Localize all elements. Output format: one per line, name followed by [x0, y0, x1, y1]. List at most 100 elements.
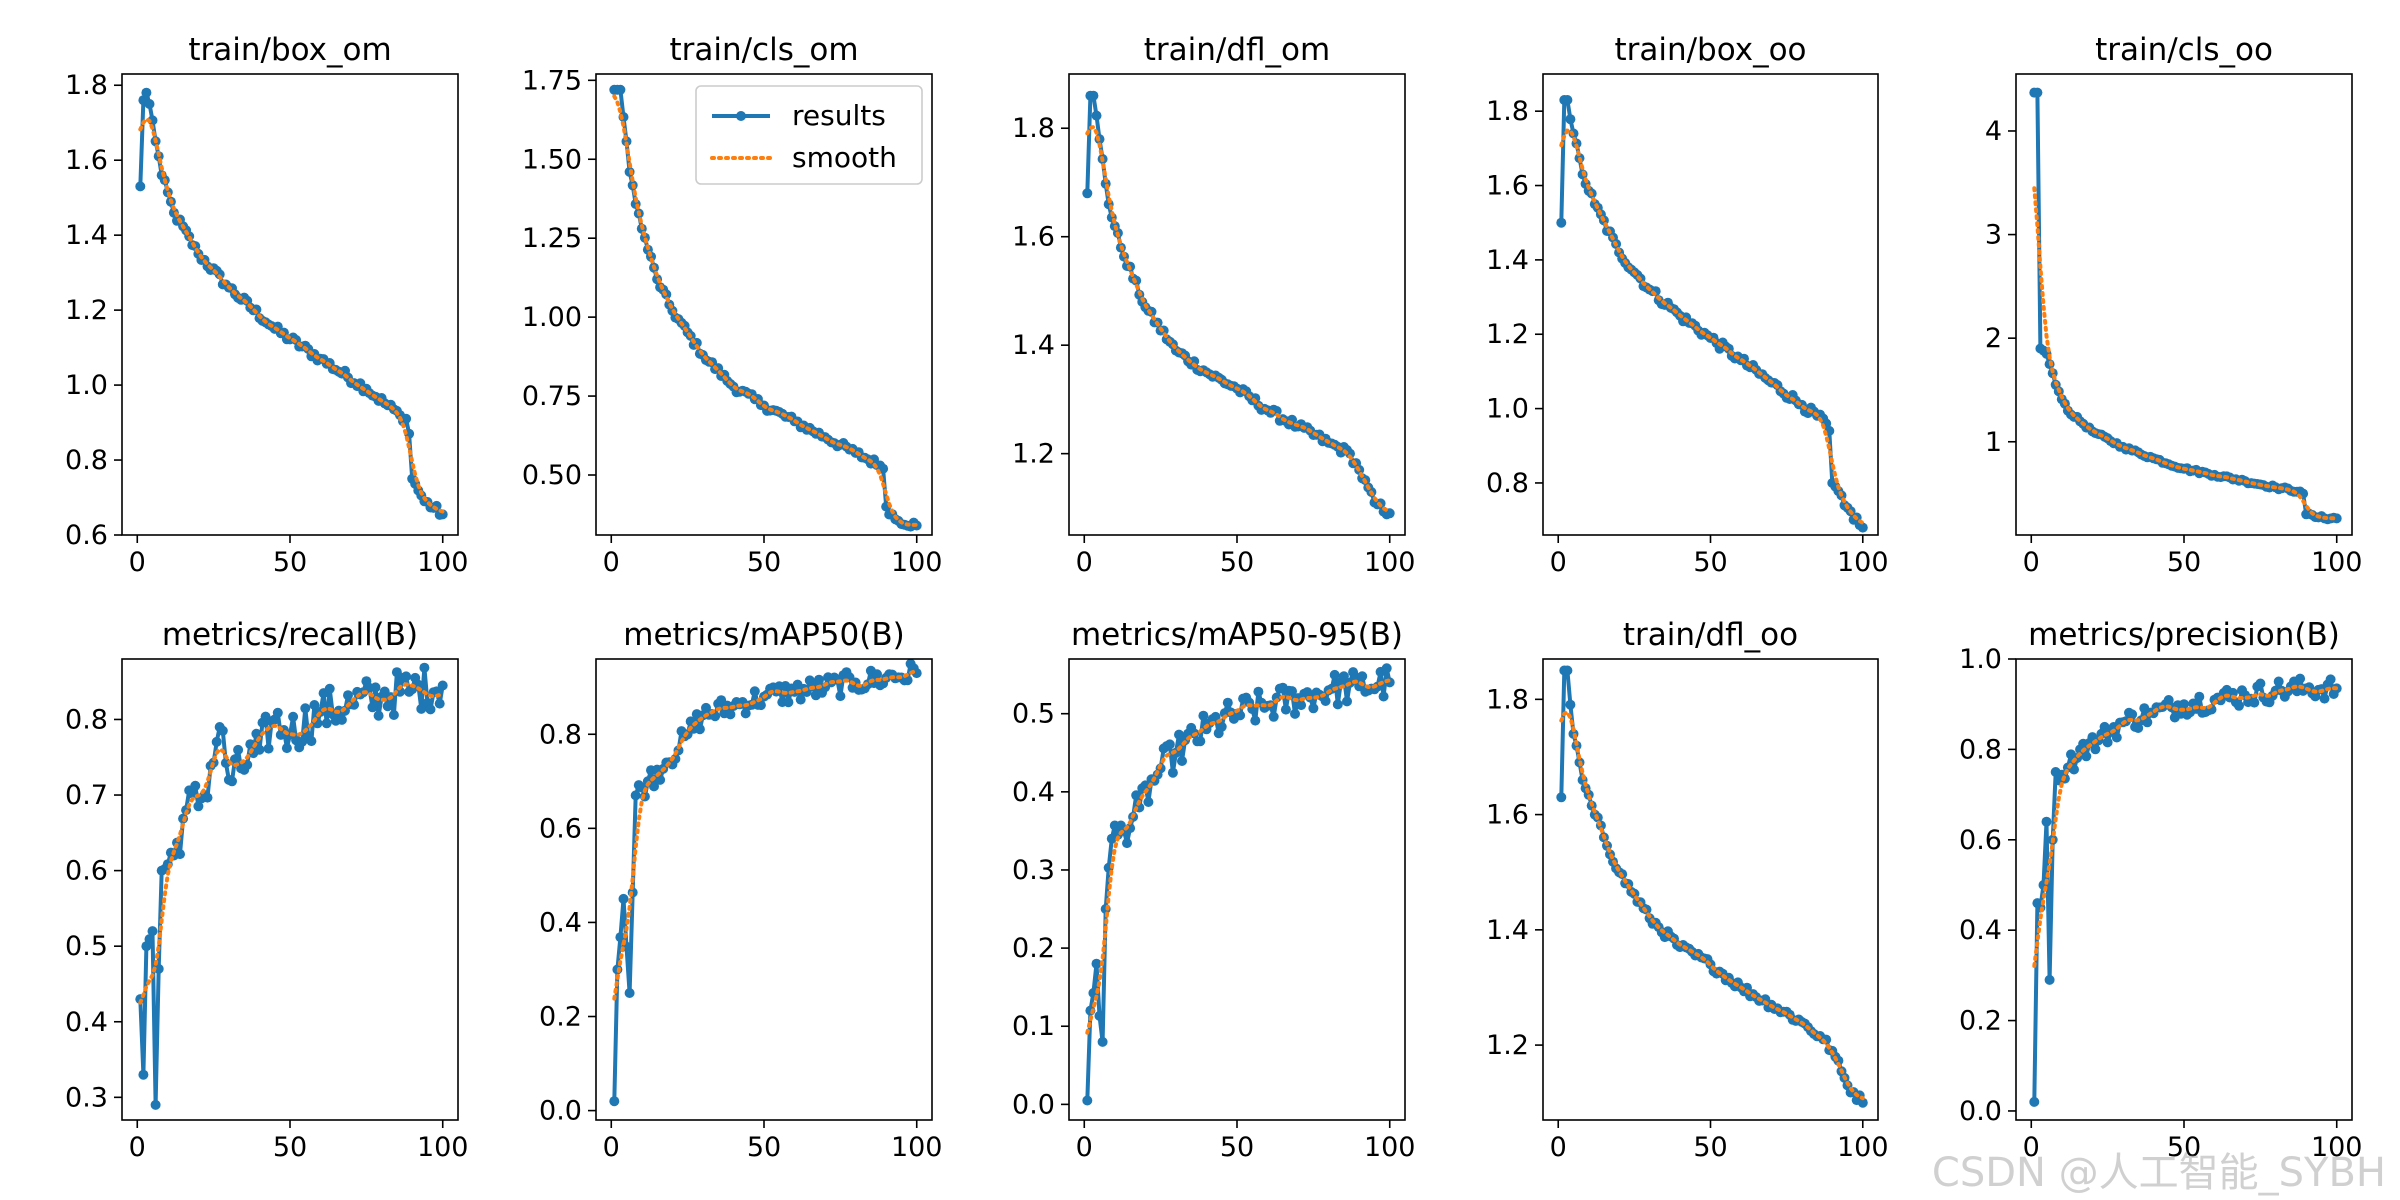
results-point: [878, 463, 889, 474]
results-point: [202, 792, 213, 803]
panel-title: metrics/mAP50-95(B): [1071, 617, 1403, 653]
x-tick-label: 50: [2167, 1132, 2201, 1163]
results-point: [2029, 1096, 2040, 1107]
results-point: [615, 932, 626, 943]
y-tick-label: 1.75: [522, 65, 582, 96]
results-point: [343, 690, 353, 701]
results-point: [725, 709, 736, 720]
results-point: [2041, 816, 2052, 827]
y-tick-label: 1.8: [1486, 96, 1529, 127]
y-tick-label: 0.3: [1012, 855, 1055, 886]
results-point: [370, 682, 381, 693]
results-point: [1329, 669, 1340, 680]
results-point: [2234, 700, 2244, 711]
panel-title: train/cls_oo: [2095, 32, 2273, 68]
y-tick-label: 0.2: [1012, 933, 1055, 964]
y-tick-label: 1.2: [1486, 1030, 1529, 1061]
y-tick-label: 4: [1985, 116, 2002, 147]
x-tick-label: 0: [603, 547, 620, 578]
results-point: [1338, 671, 1349, 682]
results-point: [2133, 723, 2144, 733]
results-point: [187, 788, 198, 799]
x-tick-label: 100: [417, 547, 469, 578]
results-point: [1091, 958, 1102, 969]
x-tick-label: 50: [1693, 547, 1727, 578]
y-tick-label: 3: [1985, 220, 2002, 251]
results-point: [1122, 838, 1132, 849]
results-point: [2194, 691, 2205, 702]
results-point: [1287, 686, 1297, 697]
results-point: [2325, 674, 2336, 685]
results-point: [306, 736, 317, 747]
smooth-line: [2032, 186, 2339, 521]
x-tick-label: 50: [747, 1132, 781, 1163]
smooth-line: [1559, 709, 1865, 1101]
results-point: [1198, 710, 1209, 721]
results-point: [2044, 974, 2055, 985]
x-tick-label: 50: [747, 547, 781, 578]
results-point: [749, 686, 760, 697]
results-point: [624, 988, 635, 998]
panel-title: metrics/mAP50(B): [623, 617, 904, 653]
y-tick-label: 0.0: [1012, 1089, 1055, 1120]
x-tick-label: 100: [417, 1132, 469, 1163]
results-point: [217, 725, 228, 736]
results-point: [1082, 188, 1093, 199]
results-point: [367, 702, 378, 713]
results-point: [233, 744, 244, 755]
results-point: [1094, 1010, 1105, 1021]
results-point: [630, 790, 641, 801]
results-point: [141, 87, 152, 98]
y-tick-label: 1.8: [65, 70, 108, 101]
x-tick-label: 100: [2311, 1132, 2363, 1163]
y-tick-label: 0.8: [539, 719, 582, 750]
results-point: [138, 1069, 149, 1080]
results-point: [2255, 678, 2266, 689]
panel-title: train/dfl_oo: [1623, 617, 1798, 653]
y-tick-label: 1.50: [522, 144, 582, 175]
results-point: [2142, 717, 2153, 728]
results-point: [649, 781, 659, 792]
results-point: [230, 754, 240, 765]
y-tick-label: 0.8: [65, 704, 108, 735]
panel-train-dfl-om: train/dfl_om 0 50 100 1.2 1.4 1.6 1.8: [1012, 32, 1415, 578]
y-tick-label: 0.7: [65, 780, 108, 811]
results-point: [1140, 780, 1151, 791]
y-tick-label: 0.5: [1012, 699, 1055, 730]
x-tick-label: 0: [2023, 1132, 2040, 1163]
results-point: [1091, 110, 1102, 121]
results-point: [434, 698, 445, 709]
results-point: [1143, 797, 1154, 807]
results-point: [2090, 744, 2101, 755]
results-point: [694, 724, 705, 735]
results-point: [190, 780, 201, 791]
results-point: [382, 701, 393, 712]
y-tick-label: 0.4: [1959, 915, 2002, 946]
results-point: [1195, 736, 1206, 747]
results-point: [2032, 87, 2043, 98]
x-tick-label: 50: [273, 547, 307, 578]
y-tick-label: 1.8: [1486, 684, 1529, 715]
results-point: [783, 697, 794, 708]
y-tick-label: 0.0: [539, 1096, 582, 1127]
smooth-line: [2032, 684, 2339, 968]
results-point: [147, 926, 158, 937]
results-point: [1381, 663, 1392, 674]
results-point: [1742, 982, 1752, 993]
panel-title: train/box_oo: [1614, 32, 1806, 68]
results-point: [740, 708, 751, 719]
results-point: [1235, 710, 1246, 721]
results-point: [1345, 448, 1355, 459]
y-tick-label: 1.4: [1012, 330, 1055, 361]
results-point: [263, 743, 274, 754]
results-point: [1332, 699, 1343, 710]
y-tick-label: 0.1: [1012, 1011, 1055, 1042]
results-point: [618, 893, 629, 904]
results-point: [755, 700, 766, 711]
results-point: [401, 671, 412, 682]
y-tick-label: 1.4: [65, 220, 108, 251]
results-point: [309, 700, 320, 710]
results-point: [1565, 114, 1576, 125]
panel-metrics-precision-b: metrics/precision(B) 0 50 100 0.0 0.2 0.4 0.6 0.…: [1959, 617, 2362, 1163]
x-tick-label: 0: [603, 1132, 620, 1163]
